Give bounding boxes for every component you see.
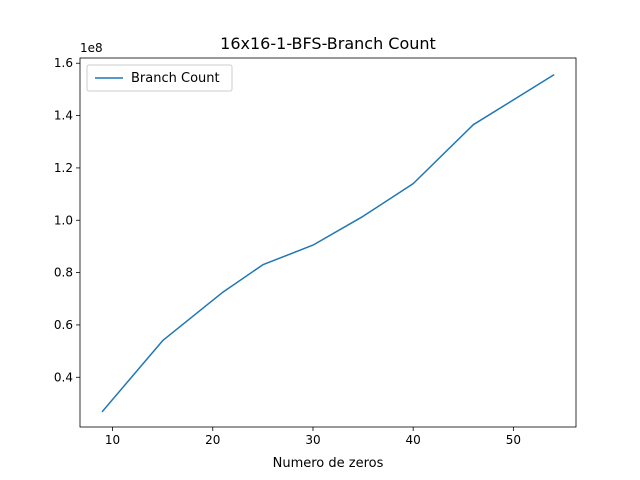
y-tick-label: 0.6	[54, 318, 73, 332]
x-tick-label: 20	[205, 433, 220, 447]
x-tick-label: 30	[305, 433, 320, 447]
x-tick-label: 40	[406, 433, 421, 447]
legend-label-branch-count: Branch Count	[131, 71, 220, 86]
chart-title: 16x16-1-BFS-Branch Count	[220, 34, 436, 53]
plot-area	[79, 57, 577, 428]
y-tick-label: 1.4	[54, 109, 73, 123]
y-tick-label: 1.6	[54, 56, 73, 70]
y-tick-label: 1.2	[54, 161, 73, 175]
y-tick-label: 0.4	[54, 370, 73, 384]
x-tick-label: 10	[105, 433, 120, 447]
y-tick-label: 0.8	[54, 266, 73, 280]
legend-frame	[86, 64, 233, 92]
x-axis-label: Numero de zeros	[273, 456, 384, 471]
series-line-branch-count	[101, 73, 555, 413]
x-tick-label: 50	[506, 433, 521, 447]
x-axis-ticks: 10 20 30 40 50	[105, 427, 521, 447]
plot-frame	[79, 57, 577, 428]
y-axis-offset-label: 1e8	[80, 41, 103, 55]
y-axis-ticks: 0.4 0.6 0.8 1.0 1.2 1.4 1.6	[54, 56, 80, 384]
y-tick-label: 1.0	[54, 213, 73, 227]
legend: Branch Count	[86, 64, 233, 92]
